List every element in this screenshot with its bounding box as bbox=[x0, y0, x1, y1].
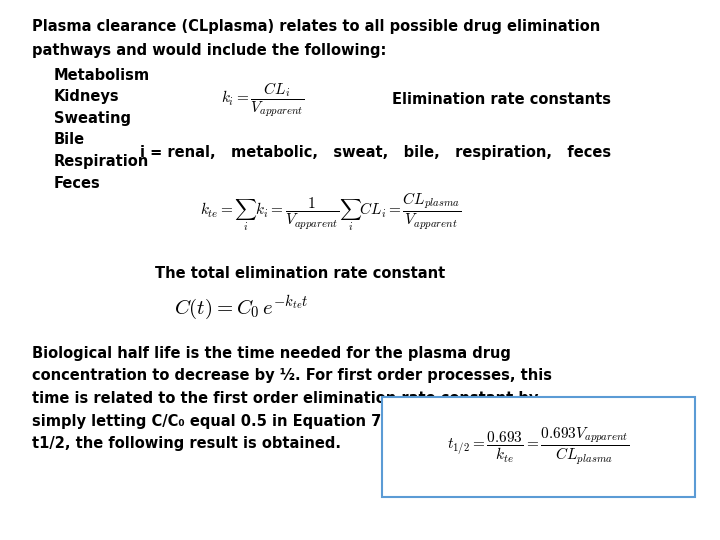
Text: Sweating: Sweating bbox=[54, 111, 131, 126]
FancyBboxPatch shape bbox=[382, 397, 695, 497]
Text: i = renal,   metabolic,   sweat,   bile,   respiration,   feces: i = renal, metabolic, sweat, bile, respi… bbox=[140, 145, 611, 160]
Text: simply letting C/C₀ equal 0.5 in Equation 7.15. When solved for: simply letting C/C₀ equal 0.5 in Equatio… bbox=[32, 414, 553, 429]
Text: pathways and would include the following:: pathways and would include the following… bbox=[32, 43, 387, 58]
Text: Biological half life is the time needed for the plasma drug: Biological half life is the time needed … bbox=[32, 346, 511, 361]
Text: $k_i = \dfrac{CL_i}{V_{apparent}}$: $k_i = \dfrac{CL_i}{V_{apparent}}$ bbox=[221, 80, 305, 119]
Text: Metabolism: Metabolism bbox=[54, 68, 150, 83]
Text: $C(t) = C_0 \, e^{-k_{te}t}$: $C(t) = C_0 \, e^{-k_{te}t}$ bbox=[174, 294, 309, 322]
Text: concentration to decrease by ½. For first order processes, this: concentration to decrease by ½. For firs… bbox=[32, 368, 552, 383]
Text: t1/2, the following result is obtained.: t1/2, the following result is obtained. bbox=[32, 436, 341, 451]
Text: time is related to the first order elimination rate constant by: time is related to the first order elimi… bbox=[32, 391, 539, 406]
Text: Feces: Feces bbox=[54, 176, 101, 191]
Text: Elimination rate constants: Elimination rate constants bbox=[392, 92, 611, 107]
Text: Respiration: Respiration bbox=[54, 154, 149, 169]
Text: $k_{te} = \sum_i k_i = \dfrac{1}{V_{apparent}} \sum_i CL_i = \dfrac{CL_{plasma}}: $k_{te} = \sum_i k_i = \dfrac{1}{V_{appa… bbox=[200, 191, 462, 233]
Text: Plasma clearance (CLplasma) relates to all possible drug elimination: Plasma clearance (CLplasma) relates to a… bbox=[32, 19, 600, 34]
Text: The total elimination rate constant: The total elimination rate constant bbox=[155, 266, 445, 281]
Text: Kidneys: Kidneys bbox=[54, 89, 120, 104]
Text: $t_{1/2} = \dfrac{0.693}{k_{te}} = \dfrac{0.693 V_{apparent}}{CL_{plasma}}$: $t_{1/2} = \dfrac{0.693}{k_{te}} = \dfra… bbox=[447, 425, 630, 466]
Text: Bile: Bile bbox=[54, 132, 85, 147]
